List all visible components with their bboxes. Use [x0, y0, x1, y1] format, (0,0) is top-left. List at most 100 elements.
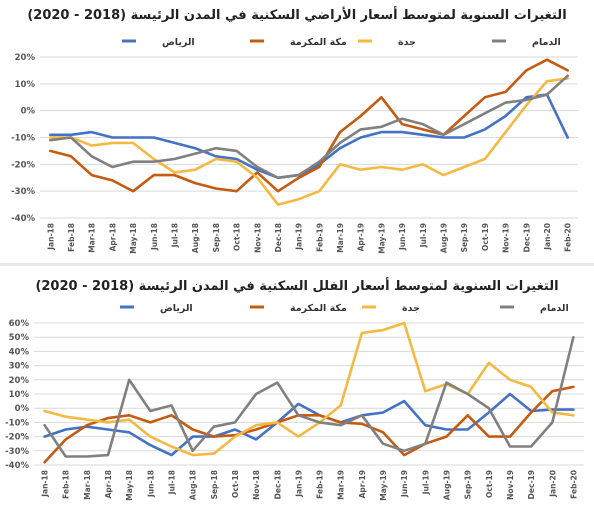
chart-grid — [40, 56, 578, 219]
legend-label: مكة المكرمة — [290, 37, 347, 48]
y-tick-label: -30% — [5, 447, 29, 457]
x-tick-label: Jul-18 — [171, 223, 180, 248]
x-tick-label: Feb-18 — [62, 470, 71, 499]
series-line — [48, 74, 570, 180]
y-tick-label: 30% — [9, 362, 30, 372]
series-line — [43, 392, 575, 457]
chart-title: التغيرات السنوية لمتوسط أسعار الأراضي ال… — [27, 6, 566, 23]
x-tick-label: Jun-19 — [398, 223, 407, 251]
y-tick-label: 0% — [15, 404, 30, 414]
x-tick-label: Jun-18 — [146, 470, 155, 498]
series-line — [48, 93, 570, 180]
x-tick-label: May-19 — [377, 223, 386, 254]
series-line — [43, 385, 575, 464]
y-tick-label: -40% — [5, 461, 29, 471]
legend-label: الرياض — [160, 303, 193, 314]
x-tick-label: Mar-19 — [337, 470, 346, 500]
chart-grid — [34, 322, 584, 466]
x-tick-label: Dec-19 — [522, 223, 531, 252]
x-tick-label: Oct-19 — [481, 223, 490, 251]
land-prices-chart: التغيرات السنوية لمتوسط أسعار الأراضي ال… — [11, 6, 578, 254]
chart-legend: الرياض مكة المكرمة جدة الدمام — [120, 303, 569, 314]
x-tick-label: May-18 — [129, 223, 138, 254]
legend-label: جدة — [402, 303, 420, 314]
legend-label: الدمام — [532, 37, 561, 48]
y-tick-label: 20% — [15, 53, 36, 63]
panel-divider — [0, 263, 594, 266]
x-tick-label: May-19 — [379, 470, 388, 501]
chart-title: التغيرات السنوية لمتوسط أسعار الفلل السك… — [35, 277, 558, 294]
y-axis: 60% 50% 40% 30% 20% 10% 0% -10% -20% -30% -40% — [5, 319, 29, 471]
x-tick-label: Apr-19 — [357, 223, 366, 251]
x-tick-label: Jan-20 — [548, 470, 557, 498]
x-tick-label: Jun-19 — [400, 470, 409, 498]
y-tick-label: 0% — [21, 107, 36, 117]
x-tick-label: Aug-18 — [189, 470, 198, 500]
legend-label: الرياض — [162, 37, 195, 48]
y-tick-label: 10% — [9, 390, 30, 400]
x-tick-label: Jan-18 — [46, 223, 55, 251]
x-tick-label: Feb-20 — [569, 470, 578, 499]
y-tick-label: -40% — [11, 214, 35, 224]
x-tick-label: Jul-18 — [168, 470, 177, 495]
x-tick-label: Sep-18 — [210, 470, 219, 499]
y-tick-label: 10% — [15, 80, 36, 90]
chart-series — [43, 321, 575, 464]
x-tick-label: Jan-19 — [295, 223, 304, 251]
x-tick-label: Nov-18 — [253, 223, 262, 253]
land-prices-chart-svg: التغيرات السنوية لمتوسط أسعار الأراضي ال… — [11, 6, 578, 254]
legend-label: جدة — [398, 37, 416, 48]
y-tick-label: 20% — [9, 376, 30, 386]
x-tick-label: Dec-18 — [274, 223, 283, 252]
y-tick-label: 60% — [9, 319, 30, 329]
y-tick-label: 40% — [9, 347, 30, 357]
y-axis: 20% 10% 0% -10% -20% -30% -40% — [11, 53, 35, 224]
x-tick-label: Jan-20 — [543, 223, 552, 251]
x-tick-label: Oct-19 — [485, 470, 494, 498]
series-line — [48, 77, 570, 206]
y-tick-label: -30% — [11, 187, 35, 197]
x-tick-label: May-18 — [125, 470, 134, 501]
chart-series — [48, 58, 570, 206]
x-tick-label: Mar-18 — [83, 470, 92, 500]
y-tick-label: -10% — [5, 418, 29, 428]
x-tick-label: Apr-18 — [108, 223, 117, 251]
x-tick-label: Jun-18 — [150, 223, 159, 251]
x-tick-label: Feb-19 — [315, 223, 324, 252]
x-tick-label: Feb-19 — [316, 470, 325, 499]
y-tick-label: -10% — [11, 134, 35, 144]
x-tick-label: Sep-18 — [212, 223, 221, 252]
x-tick-label: Jul-19 — [419, 223, 428, 248]
x-tick-label: Aug-19 — [440, 223, 449, 253]
x-tick-label: Jul-19 — [421, 470, 430, 495]
x-tick-label: Oct-18 — [231, 470, 240, 498]
y-tick-label: 50% — [9, 333, 30, 343]
legend-label: مكة المكرمة — [290, 303, 347, 314]
series-line — [43, 321, 575, 457]
x-tick-label: Nov-19 — [506, 470, 515, 500]
x-tick-label: Feb-18 — [67, 223, 76, 252]
x-tick-label: Jan-18 — [41, 470, 50, 498]
x-tick-label: Apr-18 — [104, 470, 113, 498]
x-tick-label: Apr-19 — [358, 470, 367, 498]
legend-label: الدمام — [540, 303, 569, 314]
x-tick-label: Oct-18 — [233, 223, 242, 251]
x-tick-label: Mar-18 — [88, 223, 97, 253]
x-tick-label: Nov-18 — [252, 470, 261, 500]
series-line — [48, 58, 570, 193]
x-tick-label: Jan-19 — [294, 470, 303, 498]
x-tick-label: Sep-19 — [464, 470, 473, 499]
x-tick-label: Mar-19 — [336, 223, 345, 253]
y-tick-label: -20% — [11, 160, 35, 170]
x-tick-label: Nov-19 — [502, 223, 511, 253]
x-tick-label: Dec-19 — [527, 470, 536, 499]
x-tick-label: Aug-18 — [191, 223, 200, 253]
villa-prices-chart-svg: التغيرات السنوية لمتوسط أسعار الفلل السك… — [5, 277, 584, 501]
x-tick-label: Sep-19 — [460, 223, 469, 252]
x-axis: Jan-18 Feb-18 Mar-18 Apr-18 May-18 Jun-18 Jul-… — [41, 470, 579, 501]
x-axis: Jan-18 Feb-18 Mar-18 Apr-18 May-18 Jun-18 Jul-… — [46, 223, 572, 254]
x-tick-label: Feb-20 — [564, 223, 573, 252]
x-tick-label: Dec-18 — [273, 470, 282, 499]
villa-prices-chart: التغيرات السنوية لمتوسط أسعار الفلل السك… — [0, 266, 594, 512]
y-tick-label: -20% — [5, 433, 29, 443]
